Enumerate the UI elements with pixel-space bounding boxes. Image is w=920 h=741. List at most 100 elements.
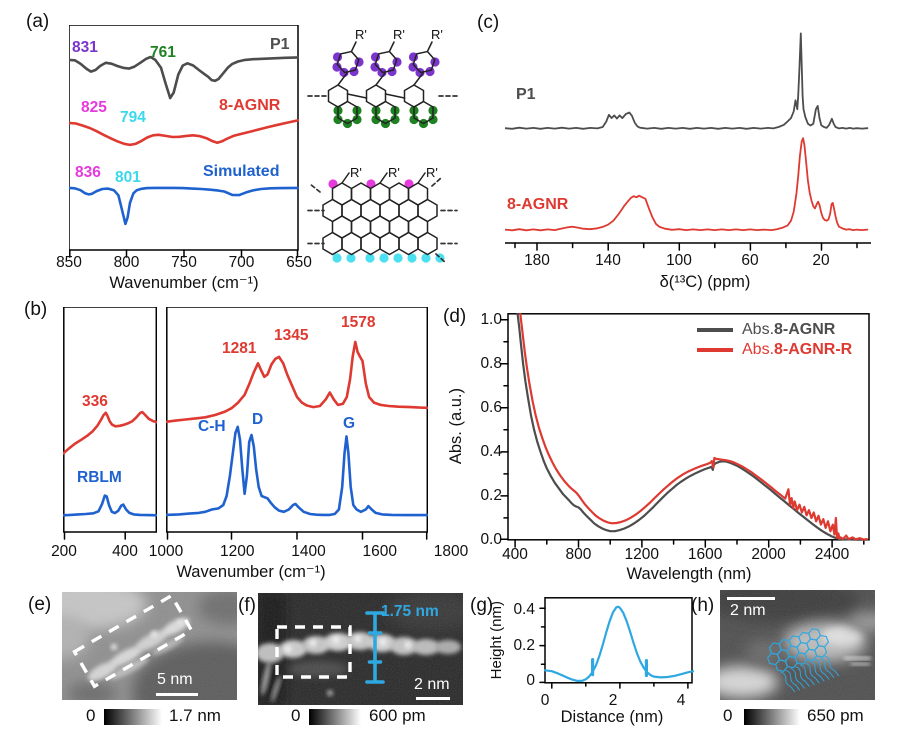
tick-label: 1200 xyxy=(624,546,660,563)
x-axis-label-b: Wavenumber (cm⁻¹) xyxy=(176,563,326,581)
panel-label-e: (e) xyxy=(28,594,52,615)
peak-label: D xyxy=(252,411,264,428)
substituent-label: R' xyxy=(355,27,367,42)
polymer-dots-green xyxy=(333,105,438,129)
trace-simulated xyxy=(69,186,299,226)
legend-name: 8-AGNR xyxy=(774,321,836,338)
colorbar-min-h: 0 xyxy=(723,706,733,725)
y-tick-marks-major xyxy=(500,319,509,540)
scalebar-label-f: 2 nm xyxy=(414,676,450,693)
scalebar-line-h xyxy=(727,597,775,600)
colorbar-f xyxy=(309,709,361,725)
x-axis-label-g: Distance (nm) xyxy=(560,708,664,726)
tick-label: 20 xyxy=(812,252,830,269)
stm-image-h xyxy=(720,590,875,700)
trace-label-nmr-8agnr: 8-AGNR xyxy=(507,196,569,213)
gnr-structure-diagram: R' R' R' xyxy=(307,165,458,264)
x-tick-labels-a: 850 800 750 700 650 xyxy=(46,254,322,272)
scalebar-label-e: 5 nm xyxy=(157,671,193,688)
raman-plot-right xyxy=(166,307,428,540)
tick-label: 0 xyxy=(540,692,550,709)
trace-p1 xyxy=(69,55,299,100)
peak-label: 336 xyxy=(82,393,108,410)
tick-label: 100 xyxy=(666,252,692,269)
tick-label: 750 xyxy=(171,254,197,271)
dashed-outline-f xyxy=(275,625,352,679)
legend-d: Abs. 8-AGNR Abs. 8-AGNR-R xyxy=(697,320,852,360)
plot-frame xyxy=(63,307,157,533)
tick-label: 1.0 xyxy=(480,311,502,328)
tick-label: 850 xyxy=(56,254,82,271)
trace-label-8agnr: 8-AGNR xyxy=(219,97,281,114)
stm-image-f xyxy=(258,593,463,705)
trace-abs-8agnr-r xyxy=(519,313,868,541)
trace-nmr-8agnr xyxy=(505,137,869,232)
substituent-label: R' xyxy=(393,27,405,42)
x-tick-marks xyxy=(69,249,299,258)
legend-item: Abs. 8-AGNR xyxy=(697,320,852,340)
tick-label: 200 xyxy=(51,543,77,560)
tick-label: 1000 xyxy=(148,543,184,560)
hexagonal-lattice-overlay xyxy=(766,626,840,693)
panel-label-d: (d) xyxy=(443,306,467,327)
panel-label-b: (b) xyxy=(24,299,48,320)
y-tick-marks-major xyxy=(539,607,546,684)
measurement-label-f: 1.75 nm xyxy=(381,603,439,620)
y-axis-label-d: Abs. (a.u.) xyxy=(446,388,465,465)
tick-label: 0.2 xyxy=(513,636,535,654)
tick-label: 0.8 xyxy=(480,355,502,372)
panel-label-f: (f) xyxy=(238,595,256,616)
dashed-outline-e xyxy=(72,593,194,689)
x-tick-marks-major xyxy=(536,242,823,251)
trace-raman-8agnr-left xyxy=(63,410,157,455)
peak-label: C-H xyxy=(198,418,226,435)
tick-label: 180 xyxy=(524,252,550,269)
tick-label: 0.4 xyxy=(513,601,535,618)
x-axis-label-a: Wavenumber (cm⁻¹) xyxy=(109,274,259,292)
trace-raman-sim-right xyxy=(166,425,428,517)
x-tick-labels-d: 400 800 1200 1600 2000 2400 xyxy=(492,546,855,564)
gnr-lattice-bonds xyxy=(322,172,438,256)
tick-label: 0.2 xyxy=(480,487,502,504)
tick-label: 1200 xyxy=(220,543,255,560)
legend-item: Abs. 8-AGNR-R xyxy=(697,340,852,360)
trace-8agnr xyxy=(69,119,299,147)
legend-name: 8-AGNR-R xyxy=(774,341,853,358)
trace-label-nmr-p1: P1 xyxy=(516,86,536,103)
y-axis-label-g: Height (nm) xyxy=(487,600,505,680)
panel-label-a: (a) xyxy=(26,11,50,32)
panel-label-h: (h) xyxy=(691,595,715,616)
legend-line-red xyxy=(697,348,733,352)
x-axis-label-c: δ(¹³C) (ppm) xyxy=(659,273,751,291)
peak-label: 1578 xyxy=(341,314,376,331)
tick-label: 4 xyxy=(676,692,686,709)
tick-label: 0.0 xyxy=(480,531,502,548)
colorbar-min-e: 0 xyxy=(86,706,96,725)
legend-line-gray xyxy=(697,328,733,332)
stm-image-e xyxy=(62,592,237,700)
substituent-label: R' xyxy=(388,165,400,180)
gnr-continuation-dashes xyxy=(307,177,458,264)
tick-label: 2000 xyxy=(751,546,786,563)
x-tick-marks xyxy=(166,531,428,540)
tick-label: 400 xyxy=(112,543,138,560)
width-measurement-line xyxy=(365,611,385,684)
tick-label: 60 xyxy=(741,252,759,269)
x-tick-marks-minor xyxy=(514,242,858,249)
tick-label: 1600 xyxy=(362,543,397,560)
tick-label: 650 xyxy=(286,254,312,271)
peak-label: 825 xyxy=(81,99,107,116)
nmr-spectra-plot xyxy=(505,32,871,251)
colorbar-min-f: 0 xyxy=(291,706,301,725)
tick-label: 400 xyxy=(502,546,528,563)
peak-label: 831 xyxy=(72,39,98,56)
absorption-plot xyxy=(500,313,870,548)
plot-frame xyxy=(544,597,693,684)
trace-nmr-p1 xyxy=(505,32,869,130)
legend-prefix: Abs. xyxy=(742,321,775,338)
peak-label: 761 xyxy=(150,44,176,61)
x-tick-marks xyxy=(63,531,126,540)
peak-label: 794 xyxy=(120,109,146,126)
trace-abs-8agnr xyxy=(516,313,868,541)
